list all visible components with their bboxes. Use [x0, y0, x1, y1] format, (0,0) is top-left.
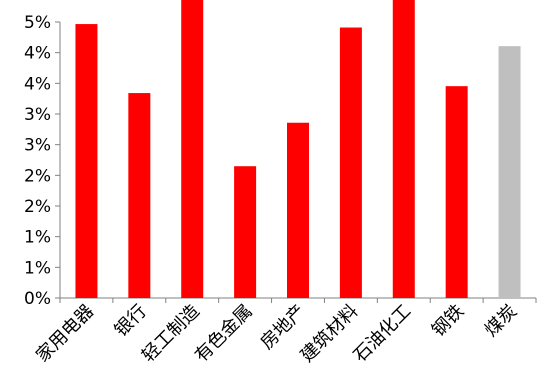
- category-label: 钢铁: [428, 301, 468, 341]
- bar-3: [181, 0, 204, 299]
- x-axis: [59, 297, 537, 303]
- y-tick-label: 3%: [24, 136, 51, 156]
- y-tick-label: 2%: [24, 166, 51, 186]
- bar-6: [339, 27, 362, 299]
- bars: [75, 0, 521, 299]
- bar-5: [287, 122, 309, 299]
- category-label: 煤炭: [481, 301, 521, 341]
- y-tick-label: 0%: [24, 289, 51, 309]
- category-label: 石油化工: [350, 301, 416, 367]
- y-tick-label: 1%: [24, 228, 51, 248]
- bar-8: [445, 86, 468, 298]
- bar-1: [75, 24, 98, 298]
- bar-4: [234, 166, 257, 298]
- y-tick-label: 2%: [24, 197, 51, 217]
- y-tick-label: 1%: [24, 258, 51, 278]
- y-tick-label: 4%: [24, 74, 51, 94]
- category-label: 建筑材料: [297, 301, 363, 367]
- bar-2: [128, 93, 151, 298]
- category-label: 家用电器: [32, 301, 98, 367]
- y-axis: 0% 1% 1% 2% 2% 3% 3% 4% 4% 5%: [24, 13, 61, 309]
- y-tick-label: 4%: [24, 44, 51, 64]
- y-tick-label: 3%: [24, 105, 51, 125]
- y-tick-label: 5%: [24, 13, 51, 33]
- category-label: 银行: [111, 301, 151, 341]
- bar-7: [392, 0, 415, 299]
- category-label: 轻工制造: [138, 301, 204, 367]
- category-label: 有色金属: [191, 301, 257, 367]
- bar-9: [498, 46, 521, 299]
